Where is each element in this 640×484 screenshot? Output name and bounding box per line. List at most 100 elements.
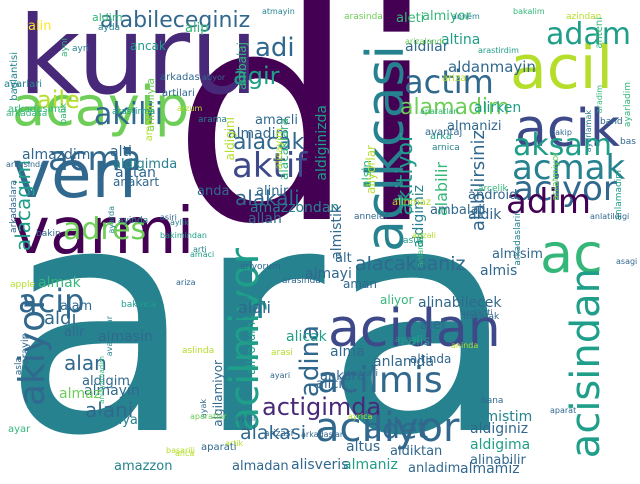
word-33: actigimda — [262, 393, 382, 421]
word-123: arasinda — [344, 12, 383, 22]
word-118: aliyorlar — [364, 145, 378, 195]
word-135: ayarlari — [4, 79, 43, 90]
word-142: arzum — [177, 104, 203, 113]
word-98: almayi — [305, 266, 352, 282]
word-151: aradim — [595, 85, 604, 114]
word-110: aleti — [396, 11, 425, 26]
word-12: acisindan — [563, 268, 609, 459]
word-76: altus — [346, 439, 381, 455]
word-162: arkadaslarin — [513, 210, 523, 266]
word-152: bas — [620, 137, 636, 147]
word-150: ayarladim — [623, 82, 633, 128]
word-23: acip — [18, 282, 85, 320]
word-17: aciyor — [513, 169, 617, 209]
word-21: actim — [404, 63, 494, 101]
word-45: almayin — [84, 383, 140, 399]
word-148: ayarlamak — [584, 110, 593, 153]
word-136: arkadas — [160, 72, 200, 83]
word-183: bana — [481, 396, 504, 406]
word-73: almamiz — [460, 461, 520, 477]
word-87: alici — [316, 377, 342, 392]
word-104: aldigimda — [113, 157, 178, 172]
word-165: apple — [10, 280, 35, 290]
word-16: aktif — [232, 146, 308, 186]
word-75: almaniz — [343, 457, 398, 473]
word-190: artik — [225, 439, 244, 448]
word-187: arizasi — [264, 429, 294, 439]
word-86: alam — [60, 299, 93, 314]
word-29: aksam — [513, 128, 612, 163]
word-166: arasinda — [282, 276, 321, 286]
word-126: ariza — [442, 73, 467, 84]
word-178: aslinda — [182, 346, 215, 356]
word-5: veri — [12, 136, 138, 213]
word-53: almazdim — [22, 147, 91, 163]
word-122: atmayin — [262, 7, 295, 16]
word-52: alttan — [115, 165, 156, 181]
word-65: android — [468, 188, 518, 203]
word-69: almistim — [472, 409, 533, 425]
word-71: aldigima — [470, 437, 531, 453]
word-106: almistik — [329, 205, 345, 260]
word-18: acmak — [512, 148, 626, 188]
word-38: alakali — [235, 186, 300, 210]
word-130: bakalim — [513, 7, 545, 16]
word-10: ac — [540, 222, 603, 285]
word-176: anlayamadim — [98, 356, 106, 404]
word-108: aldim — [92, 11, 123, 24]
word-192: anca — [175, 449, 195, 458]
word-94: alinabilecek — [418, 295, 502, 311]
word-114: ambalaj — [235, 42, 249, 91]
word-7: acik — [515, 99, 621, 159]
word-107: alin — [28, 19, 52, 34]
word-83: almasin — [98, 329, 153, 345]
word-188: arkadaslar — [301, 430, 344, 439]
word-164: asagi — [616, 257, 638, 266]
word-156: anlatildigi — [590, 212, 630, 221]
word-2: kuru — [18, 0, 259, 119]
word-85: alir — [64, 325, 85, 340]
word-4: acil — [510, 33, 614, 103]
word-194: basarili — [166, 446, 196, 455]
word-137: artilari — [162, 88, 195, 99]
word-40: alani — [85, 398, 134, 422]
word-170: avantajlar — [105, 316, 114, 357]
word-200: bakimindan — [160, 231, 207, 240]
word-203: arama — [198, 115, 228, 125]
word-82: aldigim — [82, 374, 130, 389]
word-146: arnica — [432, 143, 460, 153]
word-158: asus — [403, 236, 424, 246]
word-145: arka — [430, 131, 452, 142]
word-58: alinir — [256, 184, 289, 199]
word-56: amazzondan — [250, 200, 340, 216]
word-197: ayinda — [118, 216, 149, 226]
word-127: arizalandi — [405, 37, 445, 46]
word-133: ayni — [60, 38, 70, 58]
word-91: altinda — [410, 352, 452, 366]
word-182: ayrica — [348, 412, 373, 421]
word-59: altina — [441, 32, 481, 48]
word-1: ara — [2, 139, 518, 484]
word-131: baglantisi — [9, 52, 20, 101]
word-201: arkadaslara — [9, 180, 19, 233]
word-26: aile — [37, 86, 80, 114]
word-39: alan — [64, 351, 107, 375]
word-35: alabileceginiz — [100, 8, 251, 33]
word-90: alis — [408, 334, 430, 349]
word-68: almis — [480, 263, 518, 279]
word-172: baglanti — [460, 308, 493, 317]
word-0: di — [172, 0, 437, 288]
word-173: ayagi — [395, 335, 420, 345]
word-28: agir — [233, 62, 280, 90]
word-99: almak — [38, 275, 81, 291]
word-154: arcelik — [478, 184, 508, 194]
word-74: anladim — [408, 461, 461, 476]
word-57: allah — [248, 211, 282, 227]
word-180: ayari — [270, 371, 291, 380]
word-22: akilli — [94, 97, 164, 132]
word-179: arasi — [271, 348, 293, 358]
word-161: anneler — [354, 212, 389, 222]
word-140: arkadasima — [8, 104, 67, 115]
word-195: aylik — [170, 218, 189, 227]
